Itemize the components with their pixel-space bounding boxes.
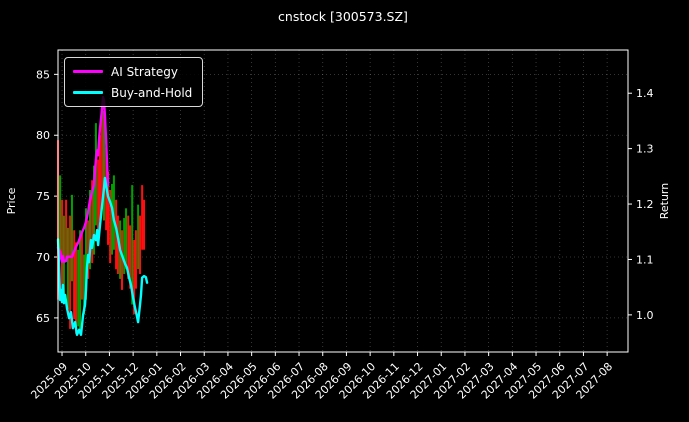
right-tick-label: 1.3 — [636, 143, 654, 156]
legend-label-ai-strategy: AI Strategy — [111, 64, 178, 79]
right-tick-label: 1.4 — [636, 87, 654, 100]
chart-title: cnstock [300573.SZ] — [278, 9, 408, 24]
right-axis-label: Return — [658, 183, 671, 220]
plot-spines — [57, 49, 629, 353]
legend-label-buy-and-hold: Buy-and-Hold — [111, 85, 193, 100]
right-tick-label: 1.2 — [636, 198, 654, 211]
left-tick-label: 75 — [36, 190, 50, 203]
left-tick-label: 80 — [36, 129, 50, 142]
left-tick-label: 65 — [36, 312, 50, 325]
legend: AI Strategy Buy-and-Hold — [64, 57, 204, 107]
ai-strategy-line-swatch — [73, 70, 103, 73]
right-tick-label: 1.1 — [636, 253, 654, 266]
left-tick-label: 70 — [36, 251, 50, 264]
legend-item-buy-and-hold: Buy-and-Hold — [73, 84, 192, 101]
series-line-1 — [56, 176, 149, 336]
right-tick-label: 1.0 — [636, 309, 654, 322]
left-axis-label: Price — [5, 187, 18, 214]
buy-and-hold-line-swatch — [73, 91, 103, 94]
left-tick-label: 85 — [36, 68, 50, 81]
legend-item-ai-strategy: AI Strategy — [73, 63, 192, 80]
